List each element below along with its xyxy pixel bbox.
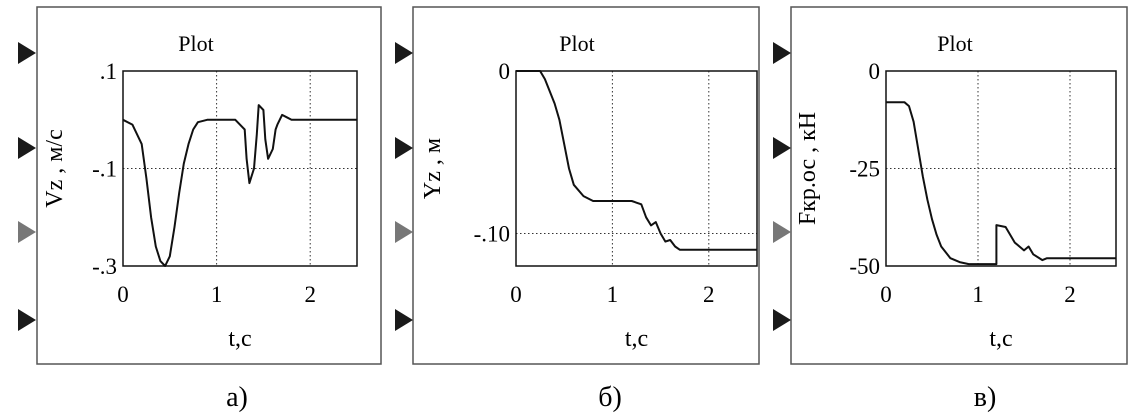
panel-a-title: Plot <box>178 31 213 56</box>
panel-c-ytick-label-2: -50 <box>849 254 880 279</box>
panel-b-port-icon-2 <box>395 137 413 159</box>
panel-a-ylabel: Vz , м/с <box>42 129 68 208</box>
panel-a-caption: а) <box>226 382 248 413</box>
panel-c-title: Plot <box>937 31 972 56</box>
panel-b-series-line-0 <box>516 70 757 251</box>
panel-b-ytick-label-1: -.10 <box>474 222 510 247</box>
panel-c-xtick-label-2: 2 <box>1064 282 1076 307</box>
panel-a-ytick-label-0: .1 <box>100 59 117 84</box>
panel-a-xtick-label-0: 0 <box>117 282 129 307</box>
panel-c-caption: в) <box>974 382 997 413</box>
panel-c-xlabel: t,c <box>989 326 1012 352</box>
panel-a-ytick-label-2: -.3 <box>92 254 117 279</box>
panel-c-xtick-label-0: 0 <box>880 282 892 307</box>
panel-b-xtick-label-0: 0 <box>510 282 522 307</box>
panel-c-frame <box>790 6 1128 365</box>
panel-c-port-icon-1 <box>773 42 791 64</box>
panel-c-port-icon-4 <box>773 309 791 331</box>
panel-b-port-icon-1 <box>395 42 413 64</box>
panel-c-ytick-label-0: 0 <box>869 59 881 84</box>
panel-a-series-line-0 <box>122 104 357 267</box>
panel-a-ytick-label-1: -.1 <box>92 157 117 182</box>
panel-a-port-icon-4 <box>18 309 36 331</box>
panel-a-port-icon-3 <box>18 221 36 243</box>
panel-a-frame <box>36 6 382 365</box>
panel-b-xtick-label-1: 1 <box>607 282 619 307</box>
panel-b-xtick-label-2: 2 <box>703 282 715 307</box>
panel-a-xtick-label-1: 1 <box>211 282 223 307</box>
plots-layer: 0 1 2 .1 -.1 -.3 t,c Vz , м/с 0 1 2 0 -.10 t,c Yz , м 0… <box>42 59 1117 352</box>
panel-c-ylabel: Fкр.ос , кН <box>795 112 821 225</box>
panel-c-xtick-label-1: 1 <box>972 282 984 307</box>
panel-a-axes-box <box>122 70 358 267</box>
panel-c-series-line-0 <box>886 101 1116 266</box>
panel-b-port-icon-4 <box>395 309 413 331</box>
panel-c-port-icon-2 <box>773 137 791 159</box>
panel-b-caption: б) <box>598 382 622 413</box>
panel-b-frame <box>412 6 760 365</box>
panel-a-xlabel: t,c <box>228 326 251 352</box>
panel-a-port-icon-1 <box>18 42 36 64</box>
panel-b-axes-box <box>515 70 758 267</box>
panel-c-ytick-label-1: -25 <box>849 157 880 182</box>
panel-b-ylabel: Yz , м <box>420 138 446 199</box>
panel-b-ytick-label-0: 0 <box>499 59 511 84</box>
panel-b-xlabel: t,c <box>625 326 648 352</box>
panel-c-axes-box <box>885 70 1117 267</box>
panel-b-port-icon-3 <box>395 221 413 243</box>
panel-a-port-icon-2 <box>18 137 36 159</box>
panel-a-xtick-label-2: 2 <box>304 282 316 307</box>
panel-b-title: Plot <box>559 31 594 56</box>
panel-c-port-icon-3 <box>773 221 791 243</box>
